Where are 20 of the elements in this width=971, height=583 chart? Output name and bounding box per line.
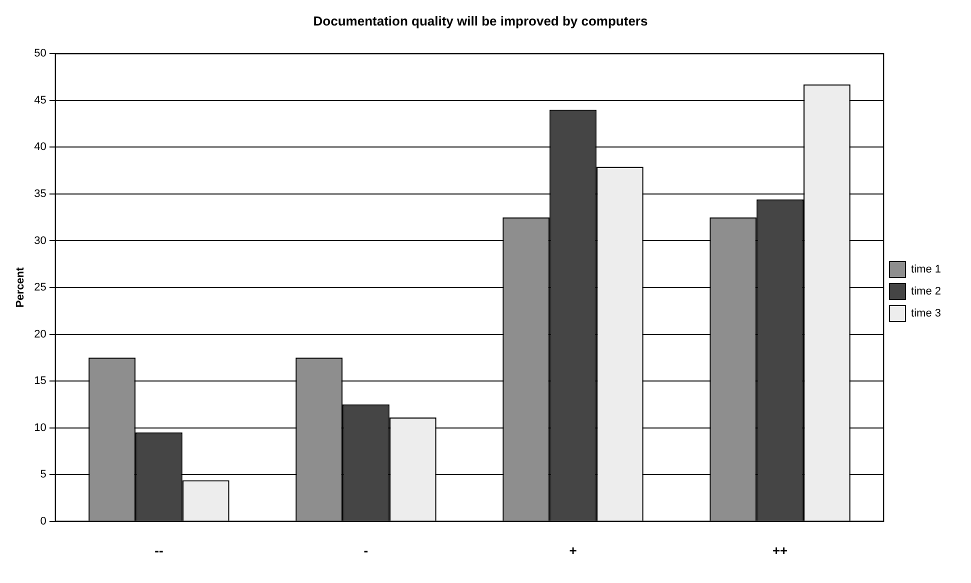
x-tick-label: - (364, 542, 368, 558)
y-tick-label: 30 (34, 234, 46, 247)
chart-title: Documentation quality will be improved by computers (313, 13, 648, 28)
x-tick-label: -- (154, 542, 164, 558)
y-tick-label: 50 (34, 48, 46, 60)
legend-label: time 2 (911, 286, 942, 298)
y-tick-label: 25 (34, 282, 46, 294)
x-tick-label: + (569, 542, 578, 558)
x-tick-label: ++ (772, 542, 788, 558)
y-tick-label: 5 (40, 468, 46, 481)
y-tick-label: 10 (34, 422, 46, 434)
legend-label: time 3 (911, 308, 942, 320)
y-tick-label: 0 (40, 515, 46, 528)
y-tick-label: 15 (34, 375, 46, 388)
y-tick-label: 40 (34, 141, 46, 154)
y-tick-label: 35 (34, 188, 46, 200)
y-tick-label: 20 (34, 328, 46, 340)
y-tick-label: 45 (34, 94, 46, 106)
legend-label: time 1 (911, 264, 942, 276)
y-axis-title: Percent (14, 266, 27, 308)
